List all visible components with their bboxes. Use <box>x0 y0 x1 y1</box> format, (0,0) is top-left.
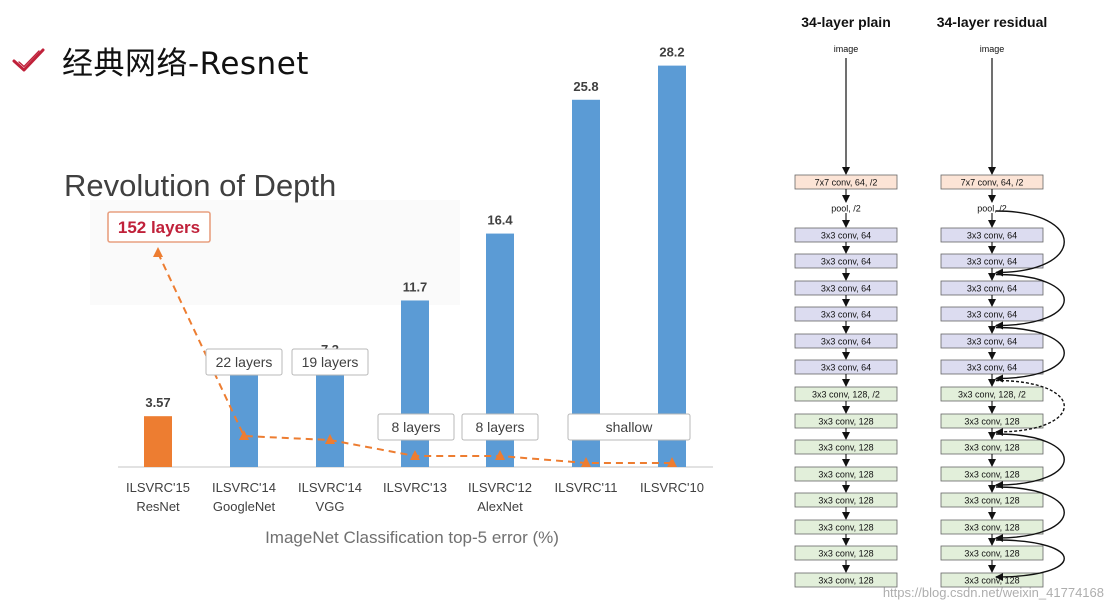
watermark: https://blog.csdn.net/weixin_41774168 <box>882 585 1104 600</box>
bar-6 <box>658 65 686 468</box>
residual-layer-label-15: 3x3 conv, 128 <box>964 575 1019 585</box>
plain-layer-label-0: 7x7 conv, 64, /2 <box>815 177 878 187</box>
trend-marker-2 <box>325 434 335 444</box>
bar-value-label-0: 3.57 <box>145 395 170 410</box>
depth-label-1: 22 layers <box>216 354 273 370</box>
x-tick-label-5: ILSVRC'11 <box>555 480 618 495</box>
trend-marker-4 <box>495 450 505 460</box>
bar-0 <box>144 416 172 467</box>
trend-marker-6 <box>667 457 677 467</box>
x-tick-label-0: ILSVRC'15 <box>126 480 190 495</box>
plain-input-label: image <box>834 44 859 54</box>
x-tick-label-4: ILSVRC'12 <box>468 480 532 495</box>
skip-connection-4 <box>995 433 1065 489</box>
depth-label-box-1 <box>205 348 283 376</box>
bar-value-label-5: 25.8 <box>573 79 598 94</box>
bar-value-label-6: 28.2 <box>659 45 684 60</box>
depth-label-3: 8 layers <box>391 419 440 435</box>
x-axis-label: ImageNet Classification top-5 error (%) <box>265 528 559 547</box>
plain-layer-label-11: 3x3 conv, 128 <box>818 469 873 479</box>
bar-3 <box>401 300 429 467</box>
plain-layer-label-1: pool, /2 <box>831 203 861 213</box>
depth-label-box-4 <box>461 413 539 441</box>
residual-layer-label-1: pool, /2 <box>977 203 1007 213</box>
skip-connection-0 <box>995 210 1065 277</box>
x-tick-sublabel-0: ResNet <box>136 499 180 514</box>
plain-layer-label-6: 3x3 conv, 64 <box>821 336 871 346</box>
x-tick-label-6: ILSVRC'10 <box>640 480 704 495</box>
residual-layer-label-11: 3x3 conv, 128 <box>964 469 1019 479</box>
bar-2 <box>316 363 344 467</box>
residual-layer-label-7: 3x3 conv, 64 <box>967 362 1017 372</box>
residual-layer-label-10: 3x3 conv, 128 <box>964 442 1019 452</box>
x-tick-label-3: ILSVRC'13 <box>383 480 447 495</box>
plain-layer-label-3: 3x3 conv, 64 <box>821 256 871 266</box>
residual-layer-label-12: 3x3 conv, 128 <box>964 495 1019 505</box>
depth-label-box-2 <box>291 348 369 376</box>
bar-value-label-4: 16.4 <box>487 213 513 228</box>
x-tick-label-1: ILSVRC'14 <box>212 480 276 495</box>
checkmark-icon <box>12 48 45 71</box>
trend-marker-0 <box>153 247 163 257</box>
plain-layer-label-15: 3x3 conv, 128 <box>818 575 873 585</box>
depth-error-chart: Revolution of Depth3.57ILSVRC'15ResNet6.… <box>64 45 713 547</box>
plain-layer-label-14: 3x3 conv, 128 <box>818 548 873 558</box>
residual-layer-label-14: 3x3 conv, 128 <box>964 548 1019 558</box>
plain-layer-label-13: 3x3 conv, 128 <box>818 522 873 532</box>
depth-label-box-5 <box>567 413 691 441</box>
plain-layer-label-8: 3x3 conv, 128, /2 <box>812 389 880 399</box>
depth-label-5: shallow <box>606 419 654 435</box>
plain-layer-label-12: 3x3 conv, 128 <box>818 495 873 505</box>
x-tick-sublabel-1: GoogleNet <box>213 499 276 514</box>
residual-layer-label-4: 3x3 conv, 64 <box>967 283 1017 293</box>
plain-layer-label-7: 3x3 conv, 64 <box>821 362 871 372</box>
skip-connection-2 <box>995 326 1065 383</box>
plain-layer-label-4: 3x3 conv, 64 <box>821 283 871 293</box>
residual-net-title: 34-layer residual <box>937 14 1048 30</box>
bar-1 <box>230 371 258 467</box>
x-tick-label-2: ILSVRC'14 <box>298 480 362 495</box>
residual-layer-label-13: 3x3 conv, 128 <box>964 522 1019 532</box>
depth-label-0: 152 layers <box>118 218 200 237</box>
depth-label-2: 19 layers <box>302 354 359 370</box>
skip-connection-3 <box>995 379 1065 436</box>
residual-layer-label-9: 3x3 conv, 128 <box>964 416 1019 426</box>
residual-layer-label-6: 3x3 conv, 64 <box>967 336 1017 346</box>
resnet-architecture-diagram: 34-layer plain image 7x7 conv, 64, /2 pool,… <box>794 14 1065 588</box>
plain-layer-label-9: 3x3 conv, 128 <box>818 416 873 426</box>
depth-label-4: 8 layers <box>475 419 524 435</box>
plain-layer-box-15 <box>794 572 898 588</box>
residual-layer-label-5: 3x3 conv, 64 <box>967 309 1017 319</box>
plain-net-title: 34-layer plain <box>801 14 891 30</box>
slide-title-text: 经典网络-Resnet <box>62 46 309 82</box>
residual-layer-label-8: 3x3 conv, 128, /2 <box>958 389 1026 399</box>
residual-layer-label-3: 3x3 conv, 64 <box>967 256 1017 266</box>
trend-marker-3 <box>410 450 420 460</box>
trend-marker-5 <box>581 457 591 467</box>
residual-layer-label-0: 7x7 conv, 64, /2 <box>961 177 1024 187</box>
plain-layer-label-10: 3x3 conv, 128 <box>818 442 873 452</box>
slide-title: 经典网络-Resnet <box>10 38 309 83</box>
trend-marker-1 <box>239 430 249 440</box>
depth-label-box-3 <box>377 413 455 441</box>
bar-5 <box>572 99 600 467</box>
chart-title: Revolution of Depth <box>64 168 336 203</box>
skip-connection-6 <box>995 539 1065 581</box>
x-tick-sublabel-4: AlexNet <box>477 499 523 514</box>
plain-layer-label-5: 3x3 conv, 64 <box>821 309 871 319</box>
bar-value-label-3: 11.7 <box>403 279 428 294</box>
x-tick-sublabel-2: VGG <box>316 499 345 514</box>
residual-layer-label-2: 3x3 conv, 64 <box>967 230 1017 240</box>
depth-label-box-0 <box>107 211 211 243</box>
plain-layer-label-2: 3x3 conv, 64 <box>821 230 871 240</box>
residual-input-label: image <box>980 44 1005 54</box>
skip-connection-1 <box>995 273 1065 330</box>
skip-connection-5 <box>995 486 1065 542</box>
